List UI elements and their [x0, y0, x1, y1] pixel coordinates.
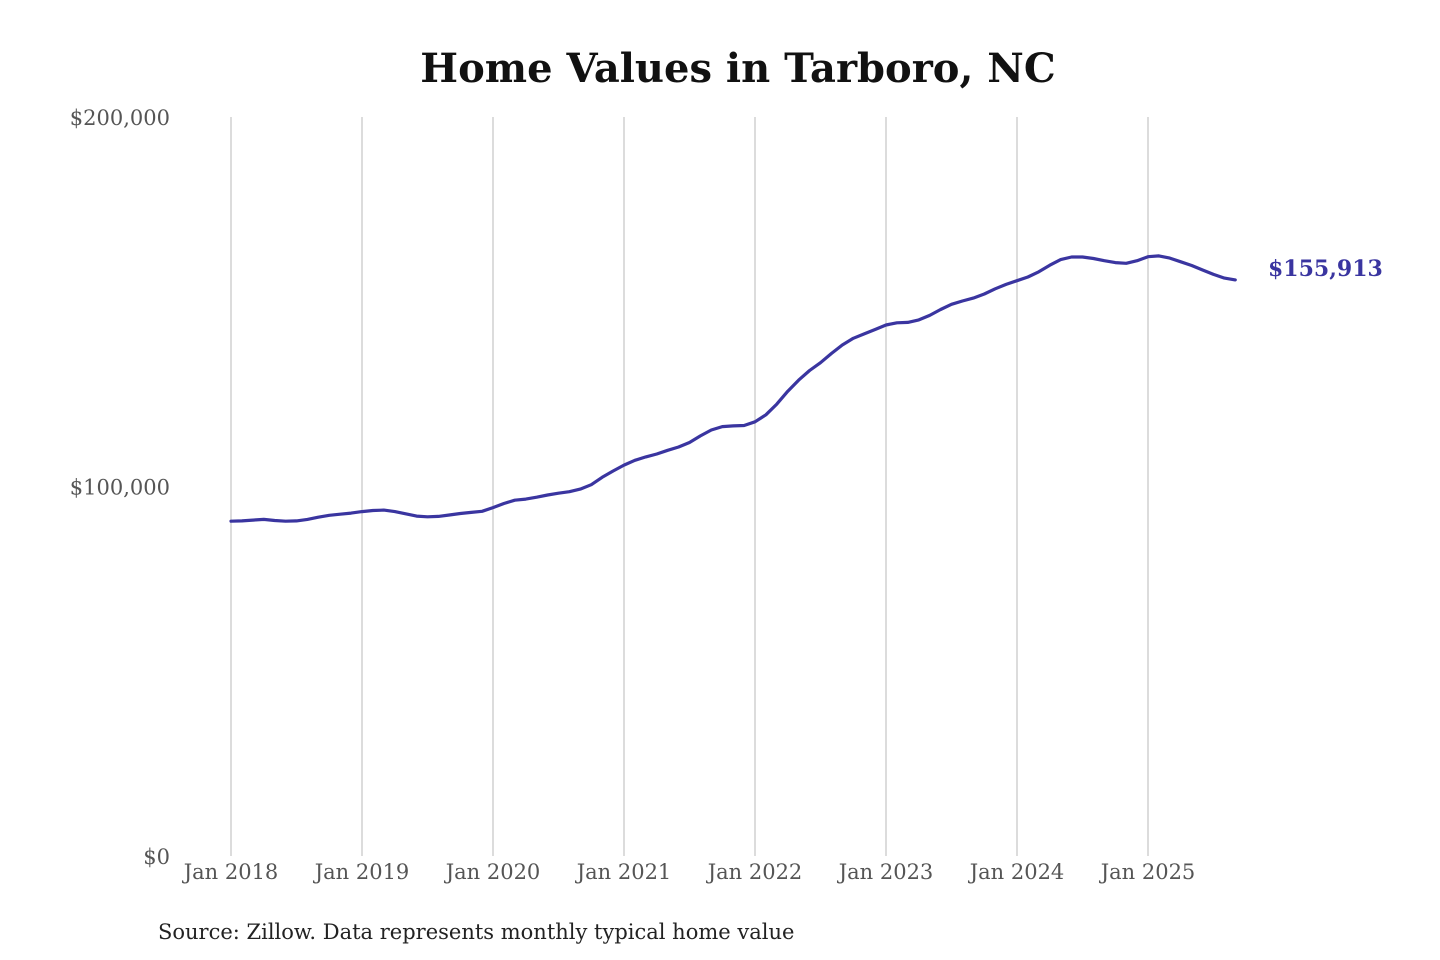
chart-title: Home Values in Tarboro, NC [420, 45, 1055, 92]
y-tick-label: $100,000 [70, 476, 170, 500]
x-tick-label: Jan 2022 [706, 860, 803, 884]
x-tick-label: Jan 2019 [313, 860, 410, 884]
x-tick-label: Jan 2021 [575, 860, 672, 884]
x-axis-ticks: Jan 2018 Jan 2019 Jan 2020 Jan 2021 Jan 2022… [182, 860, 1196, 884]
source-note: Source: Zillow. Data represents monthly … [158, 920, 794, 944]
series-line-home-value [229, 254, 1237, 523]
y-tick-label: $200,000 [70, 106, 170, 130]
end-value-label: $155,913 [1268, 256, 1383, 282]
x-tick-label: Jan 2023 [837, 860, 934, 884]
x-tick-label: Jan 2018 [182, 860, 279, 884]
x-tick-label: Jan 2025 [1099, 860, 1196, 884]
grid-lines [230, 117, 1149, 856]
x-tick-label: Jan 2020 [444, 860, 541, 884]
y-axis-ticks: $0 $100,000 $200,000 [70, 106, 170, 869]
y-tick-label: $0 [143, 845, 170, 869]
x-tick-label: Jan 2024 [968, 860, 1065, 884]
